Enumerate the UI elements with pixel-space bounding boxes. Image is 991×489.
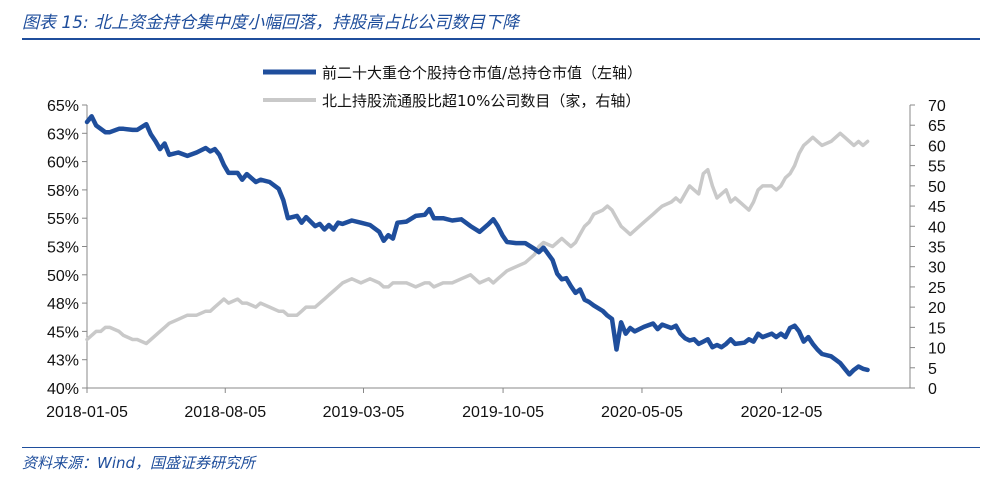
left-tick-label: 63% <box>47 126 79 143</box>
right-tick-label: 65 <box>928 118 946 135</box>
left-tick-label: 65% <box>47 98 79 115</box>
left-tick-label: 58% <box>47 183 79 200</box>
top-rule <box>22 38 980 40</box>
left-tick-label: 45% <box>47 324 79 341</box>
right-tick-label: 35 <box>928 240 946 257</box>
left-tick-label: 60% <box>47 155 79 172</box>
right-tick-label: 45 <box>928 199 946 216</box>
x-tick-label: 2018-01-05 <box>46 404 128 421</box>
series-line-right-axis <box>85 131 870 346</box>
right-tick-label: 70 <box>928 98 946 115</box>
left-tick-label: 48% <box>47 296 79 313</box>
x-tick-label: 2019-10-05 <box>462 404 544 421</box>
legend-label: 北上持股流通股比超10%公司数目（家，右轴） <box>322 92 640 110</box>
right-tick-label: 20 <box>928 300 946 317</box>
x-tick-label: 2020-05-05 <box>601 404 683 421</box>
figure-title: 图表 15: 北上资金持仓集中度小幅回落，持股高占比公司数目下降 <box>22 13 520 33</box>
right-tick-label: 25 <box>928 280 946 297</box>
right-tick-label: 5 <box>928 361 937 378</box>
left-tick-label: 50% <box>47 268 79 285</box>
right-tick-label: 60 <box>928 138 946 155</box>
left-tick-label: 55% <box>47 211 79 228</box>
x-tick-label: 2018-08-05 <box>184 404 266 421</box>
right-tick-label: 40 <box>928 219 946 236</box>
chart-axes: 65% 63% 60% 58% 55% 53% 50% 48% 45% 43% 40% 70 65 60 5… <box>46 98 946 421</box>
left-tick-label: 40% <box>47 381 79 398</box>
right-tick-label: 30 <box>928 260 946 277</box>
left-tick-label: 43% <box>47 353 79 370</box>
x-tick-label: 2019-03-05 <box>323 404 405 421</box>
right-tick-label: 15 <box>928 320 946 337</box>
chart-lines <box>84 114 870 377</box>
series-line-left-axis <box>84 114 870 377</box>
source-note: 资料来源：Wind，国盛证券研究所 <box>22 454 256 472</box>
legend-label: 前二十大重仓个股持仓市值/总持仓市值（左轴） <box>322 64 642 82</box>
x-tick-label: 2020-12-05 <box>741 404 823 421</box>
right-tick-label: 0 <box>928 381 937 398</box>
right-tick-label: 55 <box>928 159 946 176</box>
right-tick-label: 10 <box>928 341 946 358</box>
left-tick-label: 53% <box>47 240 79 257</box>
bottom-rule <box>22 447 980 448</box>
chart-legend: 前二十大重仓个股持仓市值/总持仓市值（左轴） 北上持股流通股比超10%公司数目（家… <box>263 64 642 110</box>
right-tick-label: 50 <box>928 179 946 196</box>
